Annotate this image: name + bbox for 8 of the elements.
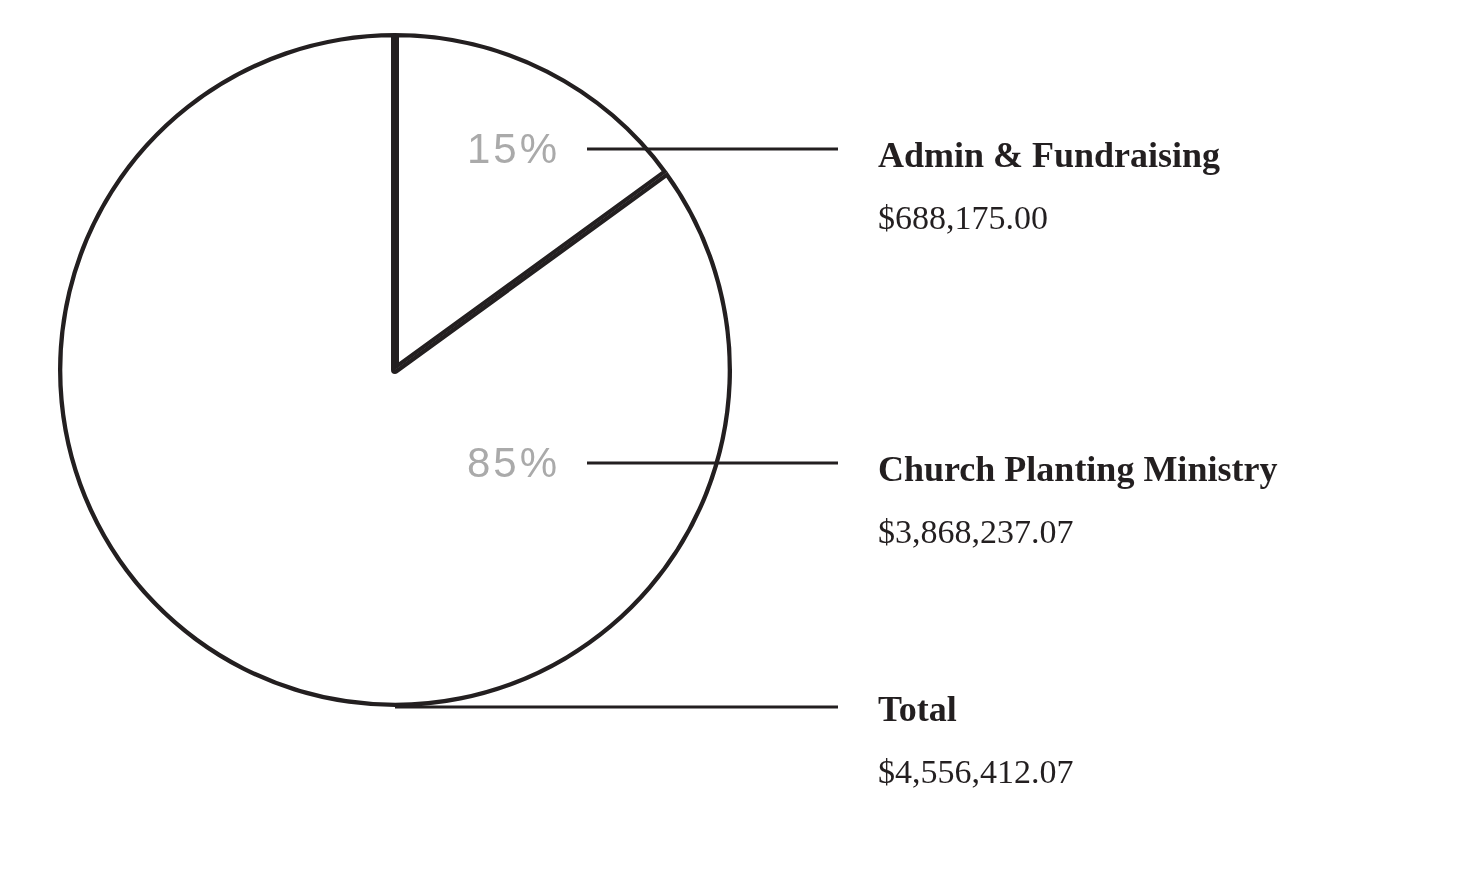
text: Total [878,689,957,729]
slice-label: Church Planting Ministry [878,449,1278,489]
text: $3,868,237.07 [878,513,1074,550]
data-label: 85% [466,438,560,486]
text: $688,175.00 [878,199,1048,236]
text: $4,556,412.07 [878,753,1074,790]
data-label: 15% [466,124,560,172]
slice-label: Admin & Fundraising [878,135,1221,175]
